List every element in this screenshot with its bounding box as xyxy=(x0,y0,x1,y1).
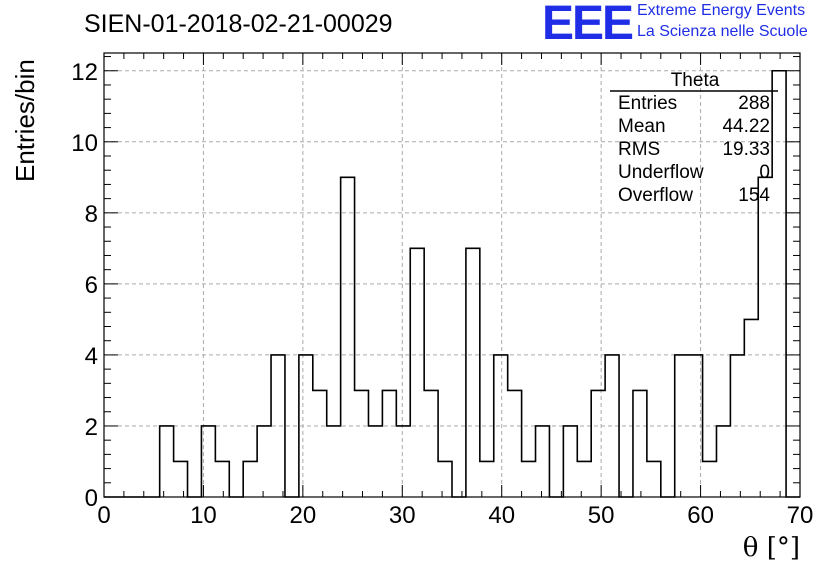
histogram-bin xyxy=(744,319,758,497)
plot-title: SIEN-01-2018-02-21-00029 xyxy=(84,10,393,38)
stats-label: Entries xyxy=(618,93,678,114)
histogram-bin xyxy=(703,461,717,497)
histogram-series xyxy=(104,69,800,498)
x-tick-label: 50 xyxy=(588,502,615,529)
histogram-bin xyxy=(494,355,508,497)
histogram-bin xyxy=(675,355,689,497)
y-tick-label: 2 xyxy=(85,414,98,441)
histogram-bin xyxy=(424,390,438,497)
histogram-bin xyxy=(563,426,577,497)
histogram-bin xyxy=(257,426,271,497)
histogram-bin xyxy=(591,390,605,497)
x-tick-label: 20 xyxy=(290,502,317,529)
y-tick-label: 0 xyxy=(85,485,98,512)
histogram-bin xyxy=(508,390,522,497)
histogram-bin xyxy=(480,461,494,497)
stats-box: Theta Entries 288 Mean 44.22 RMS 19.33 Underfl… xyxy=(612,70,778,207)
y-tick-label: 6 xyxy=(85,272,98,299)
x-tick-label: 40 xyxy=(488,502,515,529)
histogram-bin xyxy=(396,426,410,497)
histogram-bin xyxy=(368,426,382,497)
x-tick-label: 60 xyxy=(687,502,714,529)
logo-text-line1: Extreme Energy Events xyxy=(637,2,806,19)
histogram-bin xyxy=(160,426,174,497)
x-tick-label: 0 xyxy=(97,502,110,529)
stats-row-overflow: Overflow 154 xyxy=(612,184,778,207)
histogram-bin xyxy=(410,248,424,497)
histogram-bin xyxy=(716,426,730,497)
histogram-bin xyxy=(382,390,396,497)
y-tick-label: 8 xyxy=(85,201,98,228)
histogram-bin xyxy=(201,426,215,497)
histogram-bin xyxy=(299,355,313,497)
stats-label: Underflow xyxy=(618,162,704,183)
histogram-bin xyxy=(730,355,744,497)
stats-value: 154 xyxy=(738,185,770,206)
x-tick-label: 10 xyxy=(190,502,217,529)
histogram-bin xyxy=(758,177,772,497)
stats-row-underflow: Underflow 0 xyxy=(612,161,778,184)
stats-value: 44.22 xyxy=(722,116,770,137)
eee-logo: EEE xyxy=(542,0,634,50)
stats-row-entries: Entries 288 xyxy=(612,92,778,115)
histogram-bin xyxy=(243,461,257,497)
histogram-bin xyxy=(522,461,536,497)
x-axis-label: θ [°] xyxy=(742,533,800,563)
stats-value: 0 xyxy=(759,162,770,183)
histogram-bin xyxy=(466,248,480,497)
histogram-bin xyxy=(577,461,591,497)
histogram-bin xyxy=(215,461,229,497)
histogram-bin xyxy=(647,461,661,497)
histogram-bin xyxy=(355,390,369,497)
histogram-bin xyxy=(633,390,647,497)
stats-row-rms: RMS 19.33 xyxy=(612,138,778,161)
y-tick-label: 10 xyxy=(71,130,98,157)
histogram-bin xyxy=(313,390,327,497)
y-tick-label: 12 xyxy=(71,59,98,86)
y-tick-label: 4 xyxy=(85,343,98,370)
histogram-bin xyxy=(438,461,452,497)
stats-box-title: Theta xyxy=(670,70,720,91)
histogram-bin xyxy=(536,426,550,497)
histogram-bin xyxy=(605,355,619,497)
stats-value: 288 xyxy=(738,93,770,114)
stats-label: RMS xyxy=(618,139,661,160)
histogram-bin xyxy=(341,177,355,497)
x-tick-label: 70 xyxy=(787,502,814,529)
histogram-bin xyxy=(271,355,285,497)
logo-text-line2: La Scienza nelle Scuole xyxy=(637,23,808,40)
histogram-bin xyxy=(327,426,341,497)
stats-row-mean: Mean 44.22 xyxy=(612,115,778,138)
x-tick-label: 30 xyxy=(389,502,416,529)
stats-label: Overflow xyxy=(618,185,693,206)
histogram-bin xyxy=(174,461,188,497)
stats-label: Mean xyxy=(618,116,666,137)
histogram-bin xyxy=(689,355,703,497)
stats-value: 19.33 xyxy=(722,139,770,160)
